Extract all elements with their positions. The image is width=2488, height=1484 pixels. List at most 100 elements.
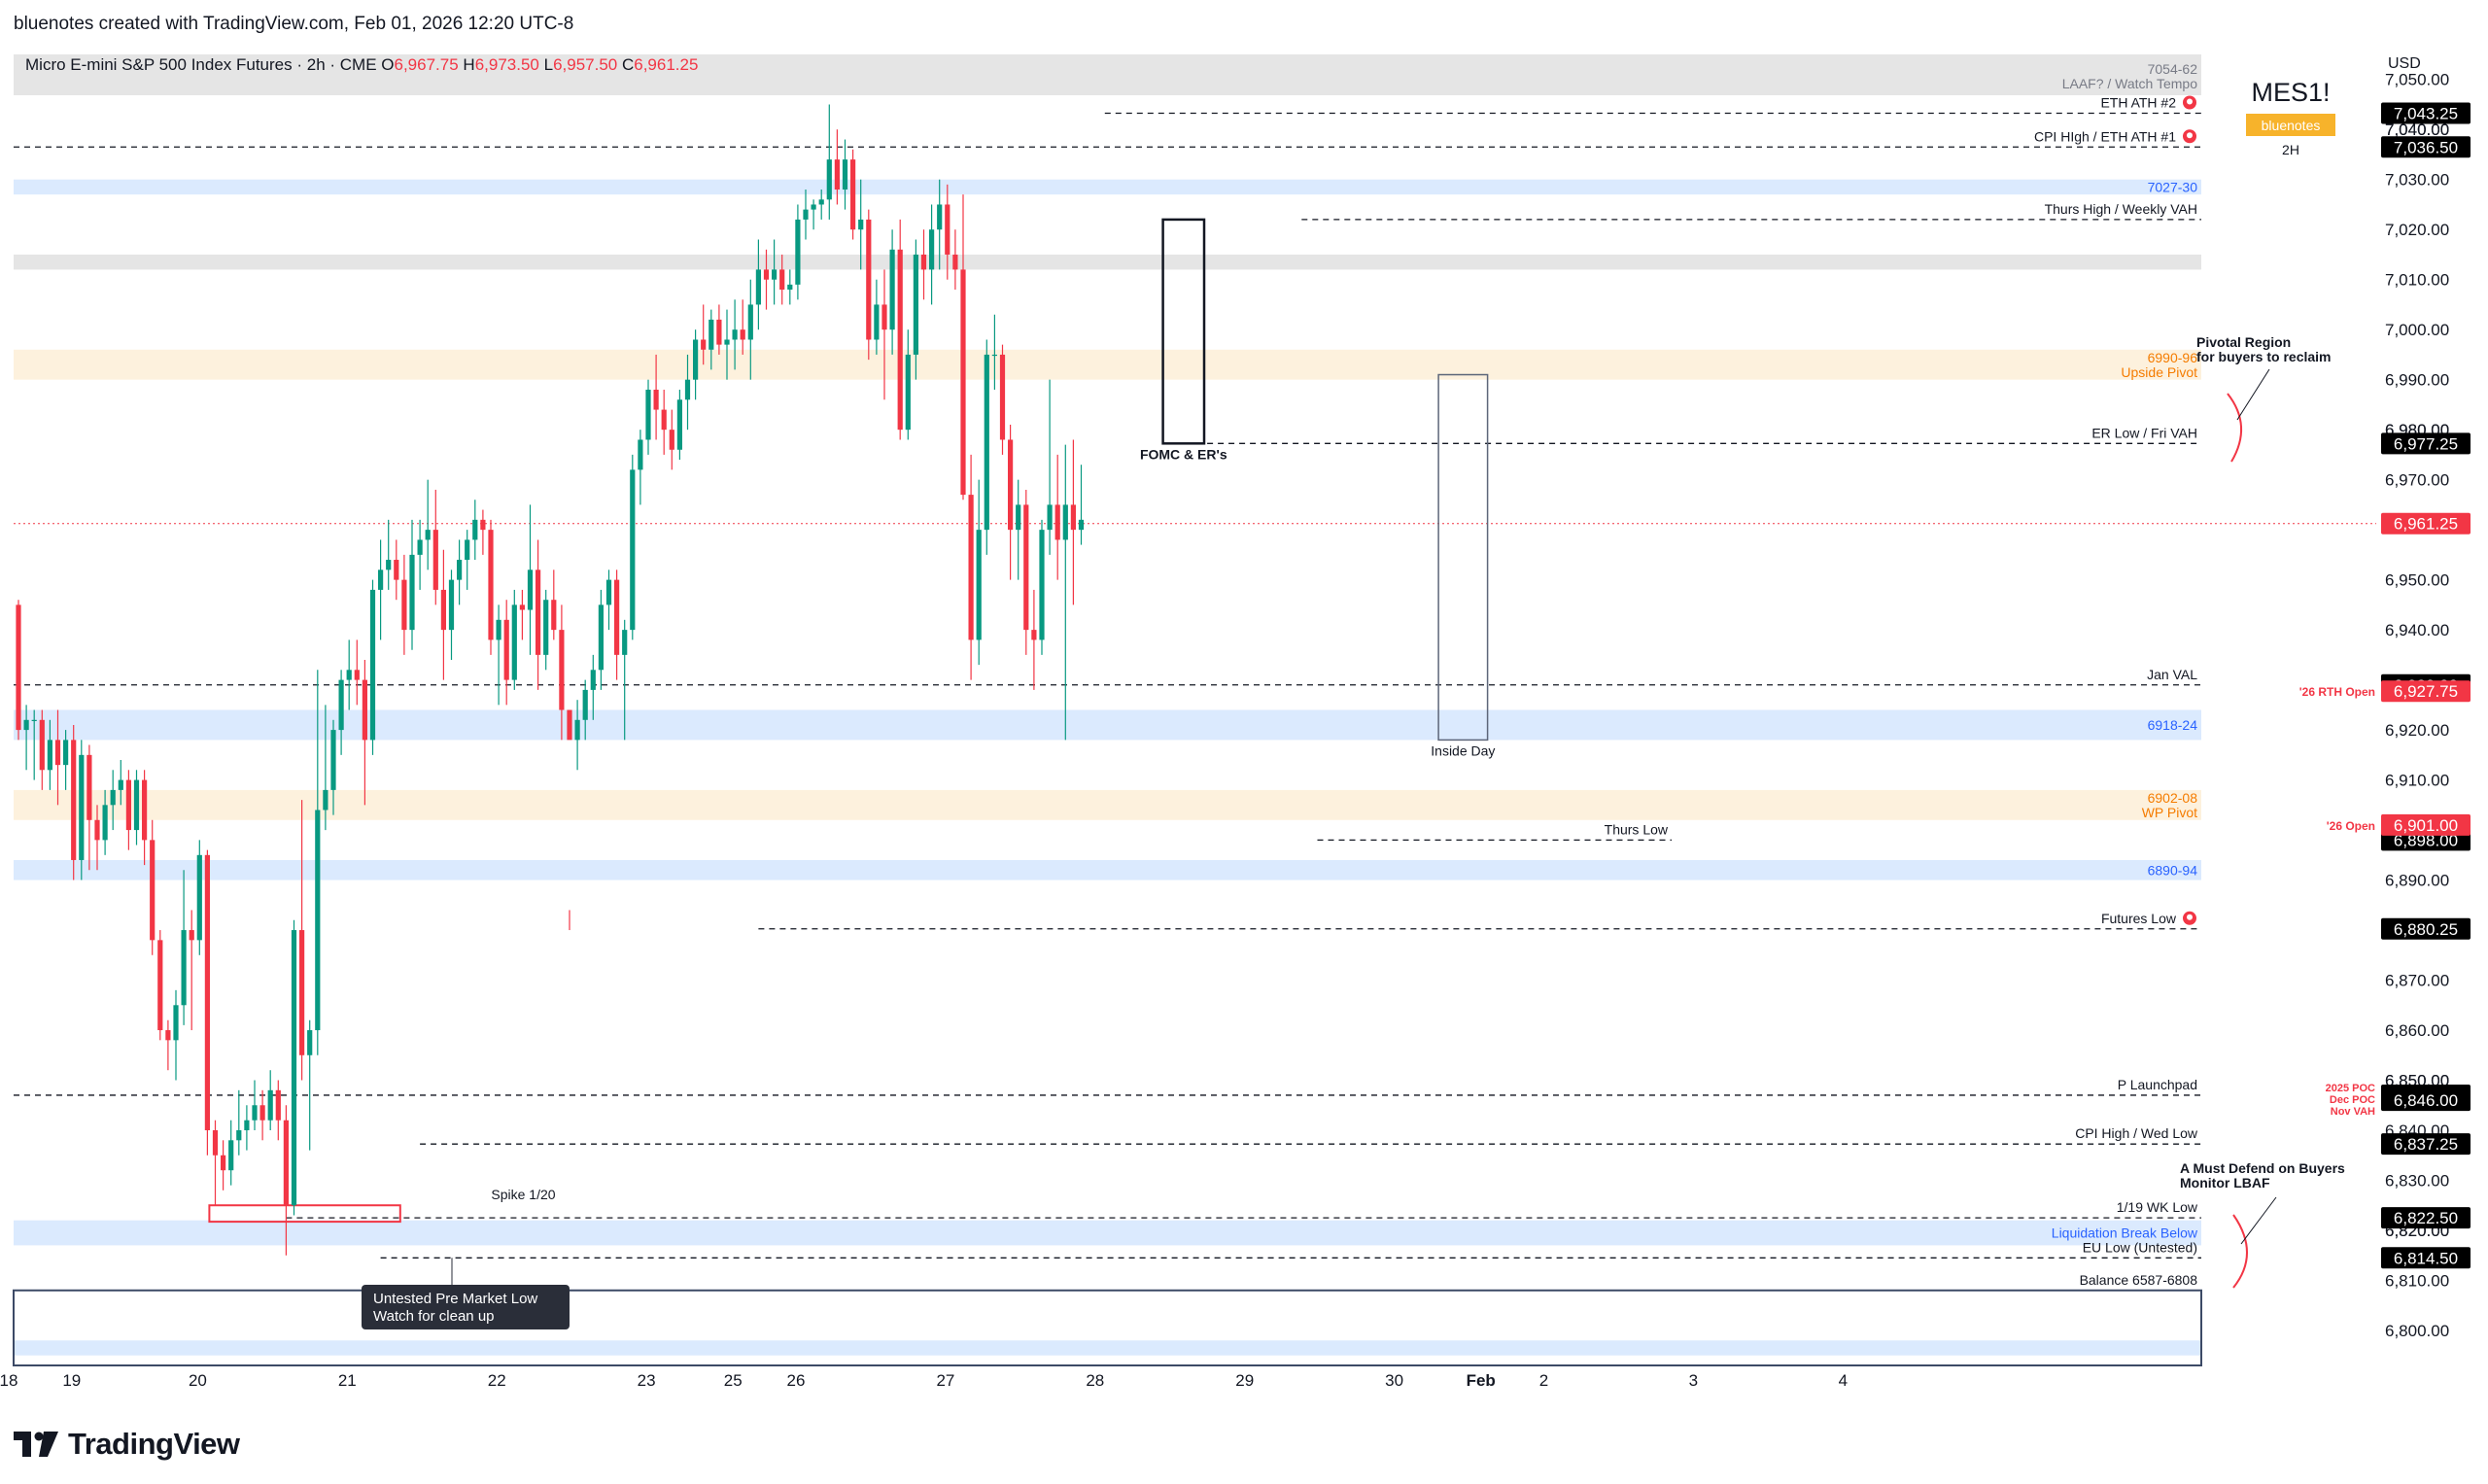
candle-body — [307, 1030, 313, 1055]
candle-body — [536, 569, 541, 655]
price-tag: 6,961.25 — [2394, 515, 2458, 534]
symbol-ticker: MES1! — [2251, 78, 2330, 107]
candle-body — [369, 589, 376, 741]
level-label: Jan VAL — [2147, 667, 2197, 682]
time-tick: 29 — [1235, 1371, 1254, 1390]
candle-body — [401, 579, 407, 631]
price-tick: 6,870.00 — [2385, 972, 2449, 990]
candle-body — [881, 304, 887, 330]
price-tag: 6,927.75 — [2394, 682, 2458, 701]
candle-body — [133, 779, 140, 831]
chart-credit: bluenotes created with TradingView.com, … — [14, 14, 574, 34]
candle-body — [661, 409, 667, 431]
zone-blue — [14, 179, 2201, 195]
price-tick: 6,940.00 — [2385, 621, 2449, 639]
symbol-interval: 2H — [2282, 142, 2299, 157]
candle-body — [920, 254, 927, 270]
price-tick: 6,830.00 — [2385, 1171, 2449, 1190]
candle-body — [496, 619, 501, 640]
candle-body — [929, 229, 935, 270]
price-tick: 6,860.00 — [2385, 1021, 2449, 1040]
zone-orange — [14, 349, 2201, 380]
candle-body — [638, 439, 643, 470]
candle-body — [448, 579, 455, 631]
pivotal-brace — [2227, 393, 2243, 463]
candle-body — [157, 940, 163, 1031]
candle-body — [701, 339, 707, 350]
pivotal-arrow — [2236, 368, 2270, 421]
candle-body — [551, 600, 557, 631]
tooltip-box — [362, 1285, 570, 1329]
zone-gray — [14, 254, 2201, 270]
tooltip-line-2: Watch for clean up — [373, 1308, 495, 1325]
candles-layer — [16, 104, 1085, 1256]
candle-body — [543, 600, 549, 655]
annotations-layer: FOMC & ER's Inside Day Spike 1/20 Untested … — [208, 78, 2345, 1329]
level-label: 1/19 WK Low — [2117, 1199, 2198, 1215]
candle-body — [346, 670, 352, 680]
candle-body — [1023, 504, 1029, 631]
candle-body — [236, 1130, 242, 1141]
levels-layer: ETH ATH #2 CPI HIgh / ETH ATH #1 Thurs Hig… — [14, 94, 2376, 1259]
candle-body — [189, 930, 194, 941]
level-label: CPI HIgh / ETH ATH #1 — [2034, 128, 2176, 144]
alert-icon-dot — [2187, 98, 2193, 105]
candle-body — [803, 209, 809, 220]
candle-body — [999, 354, 1006, 440]
candle-body — [527, 569, 534, 610]
candle-body — [417, 539, 423, 555]
candle-body — [622, 630, 628, 655]
price-tag: 6,822.50 — [2394, 1209, 2458, 1227]
candle-body — [858, 219, 864, 230]
candle-body — [834, 159, 840, 190]
candle-body — [181, 930, 187, 1006]
candle-body — [693, 339, 699, 380]
candle-body — [1031, 630, 1037, 640]
price-tick: 6,970.00 — [2385, 471, 2449, 490]
price-tick: 6,950.00 — [2385, 571, 2449, 590]
candle-body — [196, 854, 202, 941]
candle-body — [598, 604, 604, 671]
candle-body — [79, 754, 85, 860]
candle-body — [323, 789, 328, 811]
time-tick: 20 — [189, 1371, 207, 1390]
price-axis: USD6,800.006,810.006,820.006,830.006,840… — [2299, 55, 2471, 1340]
candle-body — [1070, 504, 1076, 531]
candle-body — [39, 719, 45, 771]
author-badge — [2246, 114, 2335, 136]
candle-body — [440, 589, 446, 631]
price-tag-bg — [2381, 1207, 2471, 1229]
candle-body — [913, 254, 918, 355]
price-tick: 7,010.00 — [2385, 271, 2449, 290]
poc-note: 2025 POC — [2326, 1083, 2375, 1094]
candle-body — [425, 530, 431, 540]
candle-body — [984, 354, 989, 531]
tradingview-brand-text: TradingView — [68, 1427, 240, 1461]
tradingview-logo[interactable]: TradingView — [14, 1427, 240, 1462]
defend-brace — [2232, 1214, 2248, 1289]
candle-body — [991, 354, 997, 357]
time-axis: 18 19 20 21 22 23 25 26 27 28 29 30 Feb 2 3 4 — [0, 1371, 1848, 1390]
candle-body — [110, 789, 116, 806]
price-tick: 6,800.00 — [2385, 1322, 2449, 1340]
level-label: CPI High / Wed Low — [2075, 1125, 2198, 1141]
candle-body — [488, 530, 494, 640]
candle-body — [716, 319, 722, 345]
price-tick: 7,050.00 — [2385, 71, 2449, 89]
candle-body — [204, 854, 210, 1131]
alert-icon-dot — [2187, 132, 2193, 139]
time-tick: 22 — [488, 1371, 506, 1390]
level-label: ER Low / Fri VAH — [2091, 425, 2197, 440]
candle-body — [54, 740, 61, 766]
price-tick: 7,020.00 — [2385, 221, 2449, 239]
price-tick: 7,030.00 — [2385, 171, 2449, 190]
candle-body — [511, 604, 517, 680]
zone-sublabel: WP Pivot — [2142, 805, 2197, 820]
price-tag: 6,837.25 — [2394, 1135, 2458, 1154]
candle-body — [772, 269, 778, 280]
candle-body — [724, 339, 730, 345]
legend-part: O — [381, 55, 394, 74]
time-tick: 19 — [62, 1371, 81, 1390]
candle-body — [874, 304, 880, 340]
